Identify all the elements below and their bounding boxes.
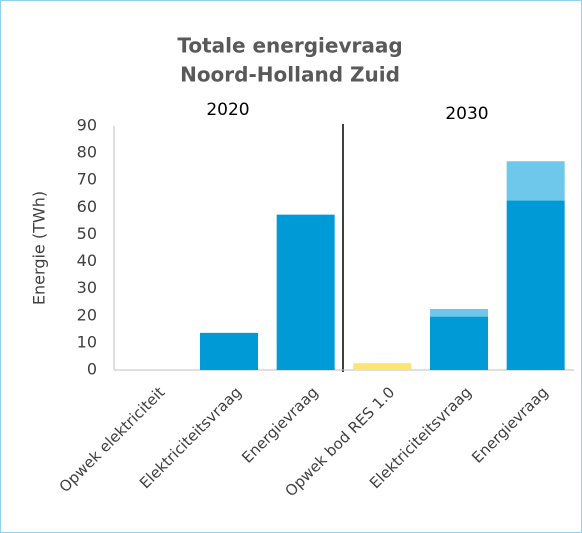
y-tick-label: 20 <box>77 305 97 324</box>
bar <box>276 214 335 370</box>
bar <box>430 309 488 317</box>
bar <box>430 316 488 370</box>
bar <box>506 161 565 201</box>
bar <box>506 200 565 370</box>
chart-title: Totale energievraag <box>177 34 402 58</box>
y-tick-label: 50 <box>77 224 97 243</box>
annotation: 2020 <box>206 100 249 120</box>
y-tick-label: 80 <box>77 143 97 162</box>
bar <box>353 363 412 370</box>
y-tick-label: 10 <box>77 332 97 351</box>
y-tick-label: 40 <box>77 251 97 270</box>
y-tick-label: 0 <box>87 360 97 379</box>
annotation: 2030 <box>445 104 488 124</box>
y-axis-title: Energie (TWh) <box>30 191 49 305</box>
y-tick-label: 90 <box>77 116 97 135</box>
y-tick-label: 30 <box>77 278 97 297</box>
y-tick-label: 70 <box>77 170 97 189</box>
chart-title: Noord-Holland Zuid <box>180 63 400 87</box>
y-tick-label: 60 <box>77 197 97 216</box>
bar <box>200 332 258 370</box>
